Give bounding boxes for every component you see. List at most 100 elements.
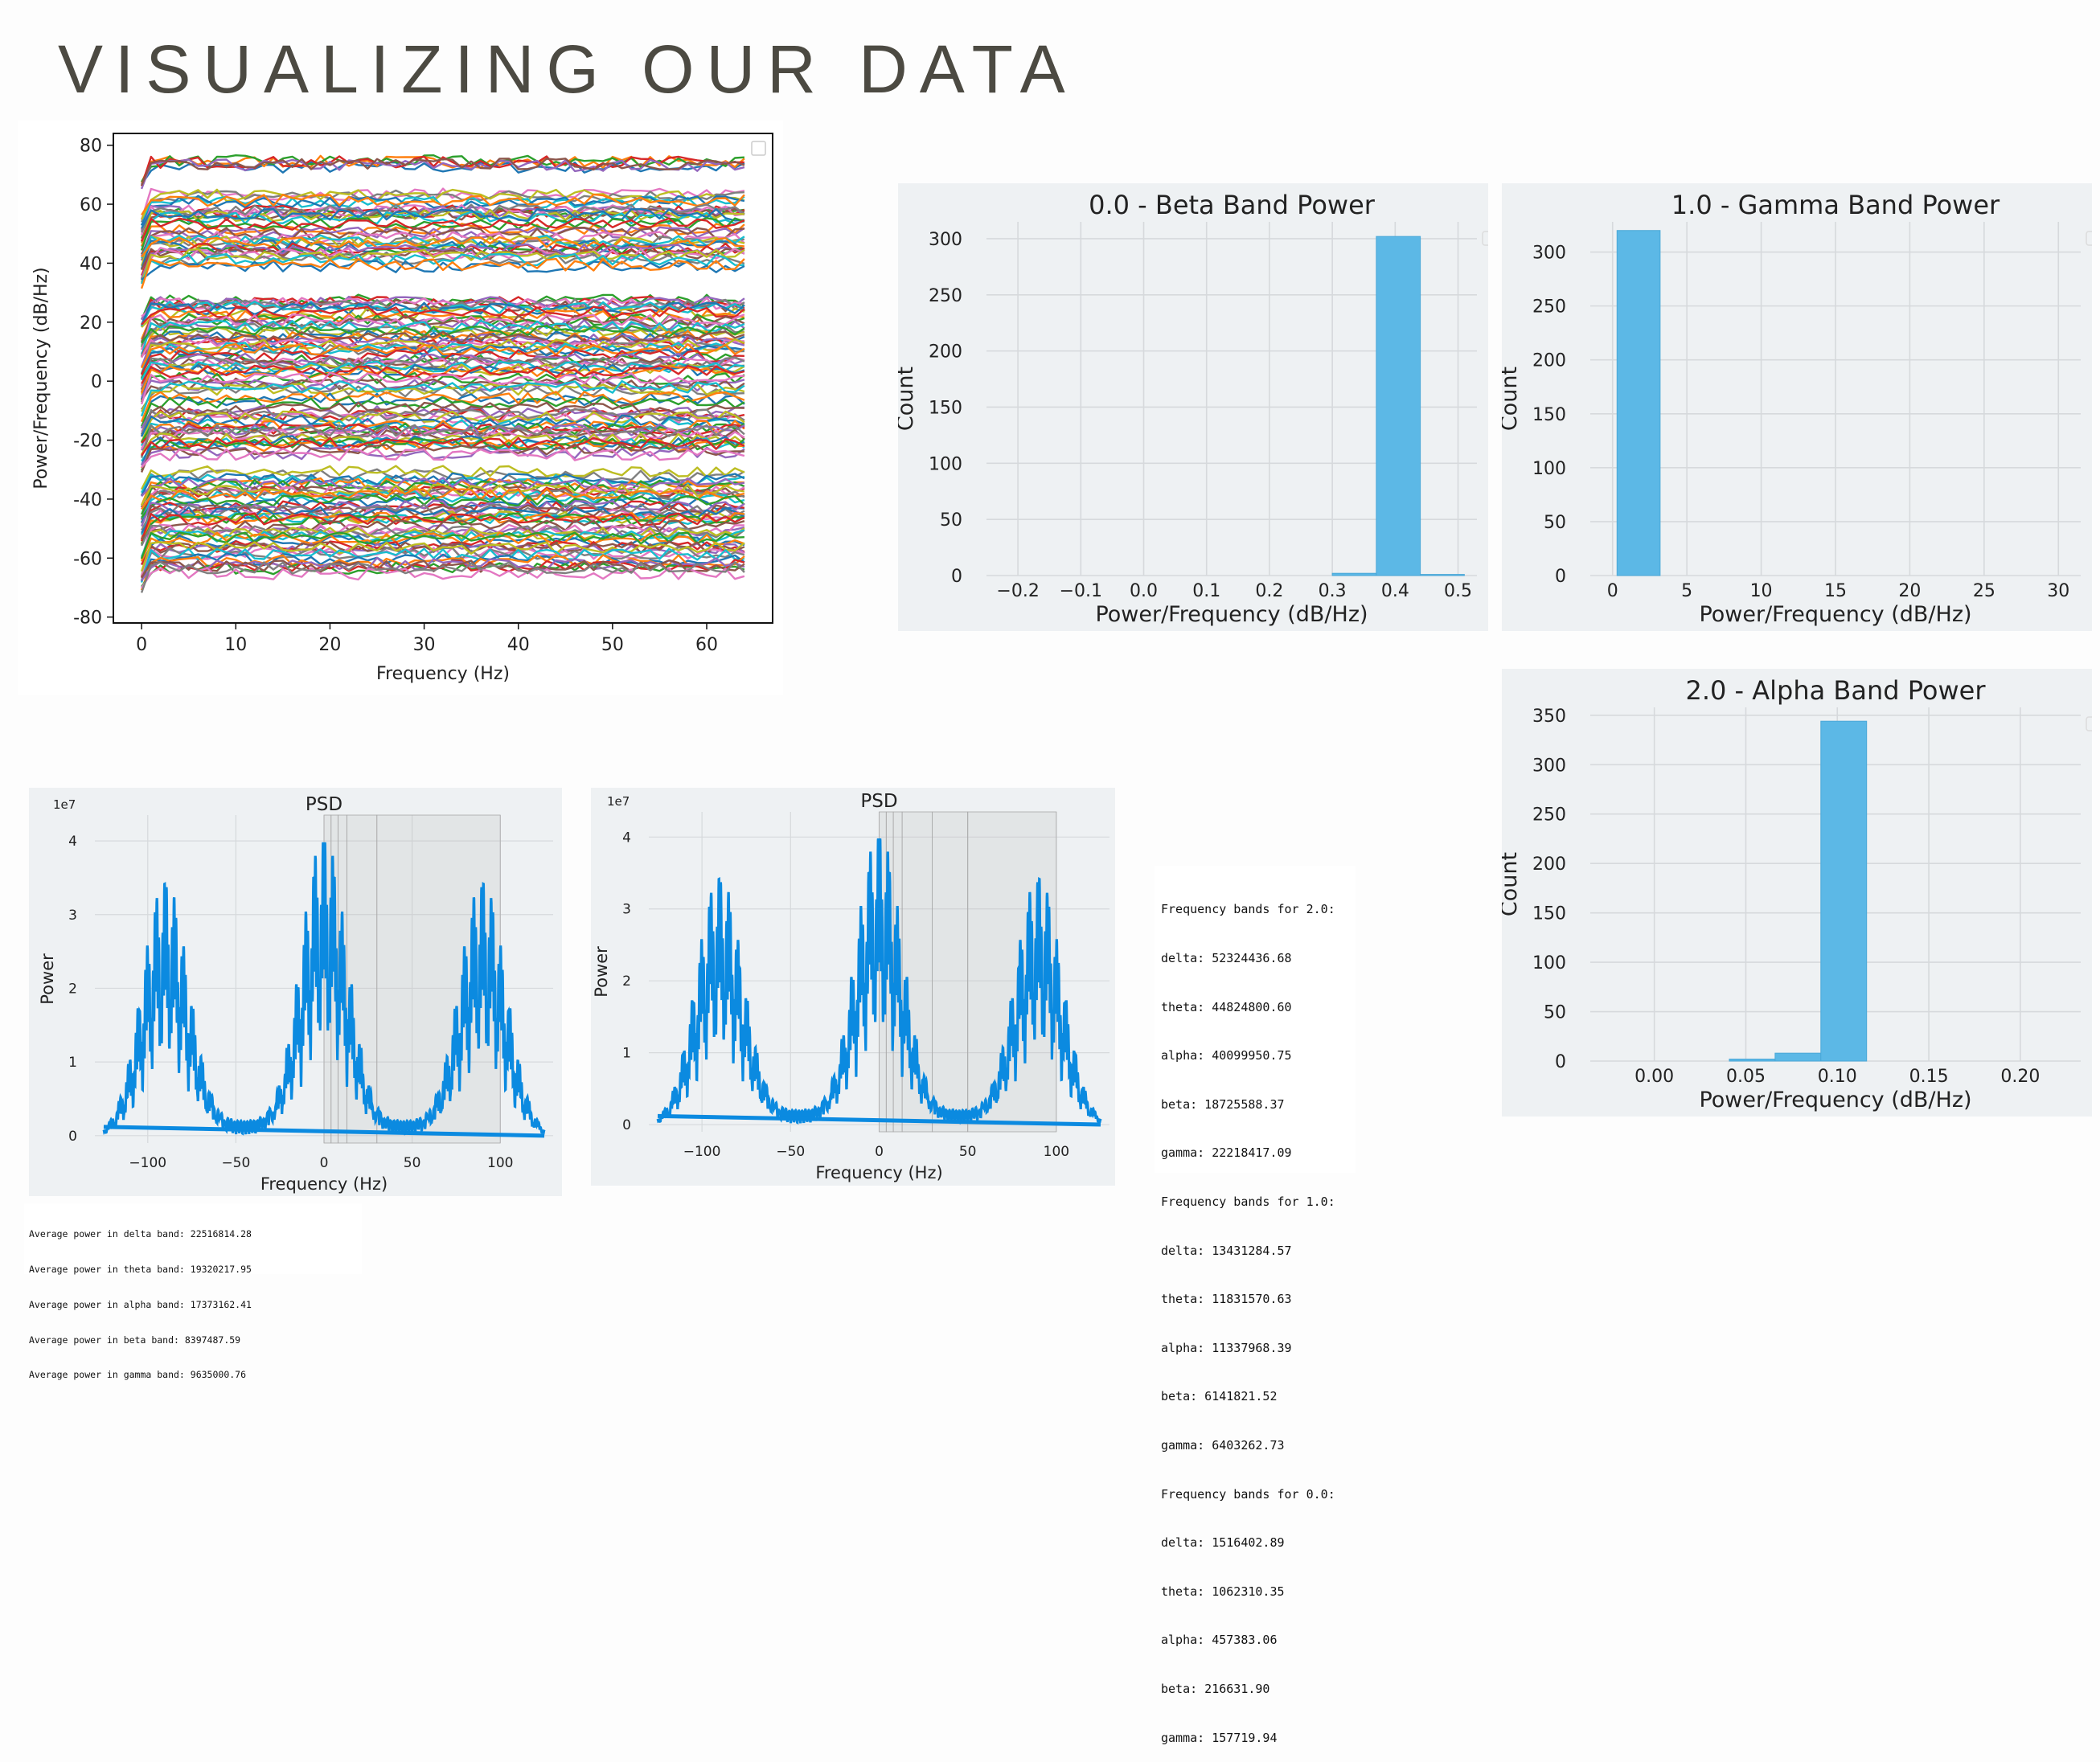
- x-tick-label: 0.20: [2000, 1067, 2040, 1087]
- x-tick-label: 0: [320, 1155, 329, 1171]
- channel-line: [140, 478, 745, 515]
- x-tick-label: −100: [129, 1155, 166, 1171]
- channel-line: [141, 448, 745, 469]
- x-axis-label: Power/Frequency (dB/Hz): [1699, 602, 1971, 627]
- channel-line: [141, 208, 744, 229]
- y-tick-label: 200: [929, 342, 962, 363]
- output-line: theta: 44824800.60: [1161, 999, 1292, 1014]
- channel-psd-chart: 0 10 20 30 40 50 60 -80 -60 -40 -20 0 20 40 60 80 Freque…: [31, 133, 773, 684]
- histogram-bar: [1331, 572, 1377, 576]
- x-tick-label: −100: [683, 1144, 721, 1160]
- x-tick-label: 25: [1973, 581, 1995, 601]
- y-tick-label: 0: [622, 1117, 631, 1133]
- x-tick-label: 30: [2047, 581, 2069, 601]
- x-tick-label: 40: [507, 635, 530, 655]
- y-tick-label: 2: [68, 981, 77, 997]
- y-tick-label: 100: [929, 454, 962, 474]
- y-tick-label: 0: [951, 567, 962, 587]
- x-tick-label: 0.15: [1909, 1067, 1949, 1087]
- y-axis-label: Count: [898, 367, 918, 431]
- channel-line: [140, 211, 745, 248]
- output-line: beta: 18725588.37: [1161, 1096, 1285, 1112]
- channel-line: [140, 217, 745, 251]
- psd-baseline: [103, 1125, 545, 1138]
- channel-line: [141, 559, 745, 579]
- x-tick-label: 0.10: [1818, 1067, 1857, 1087]
- frequency-band-shade: [932, 811, 969, 1133]
- histogram-bar: [1729, 1059, 1776, 1062]
- output-line: delta: 13431284.57: [1161, 1243, 1292, 1258]
- y-tick-label: 200: [1532, 351, 1566, 371]
- channel-line: [141, 427, 745, 449]
- output-line: beta: 216631.90: [1161, 1681, 1270, 1696]
- channel-line: [141, 226, 744, 255]
- x-tick-label: 5: [1681, 581, 1692, 601]
- histogram-bar: [1616, 230, 1661, 576]
- x-tick-label: −50: [221, 1155, 250, 1171]
- y-axis-label: Power/Frequency (dB/Hz): [31, 267, 51, 489]
- psd-signal: [102, 842, 546, 1138]
- output-line: Average power in delta band: 22516814.28: [29, 1228, 252, 1240]
- channel-line: [141, 364, 745, 384]
- psd-baseline: [657, 1113, 1101, 1127]
- x-tick-label: −50: [776, 1144, 805, 1160]
- channel-line: [140, 257, 745, 289]
- y-tick-label: 50: [1544, 513, 1566, 533]
- x-axis-label: Power/Frequency (dB/Hz): [1699, 1088, 1971, 1113]
- x-tick-label: 100: [1044, 1144, 1069, 1160]
- chart-title: 0.0 - Beta Band Power: [1089, 190, 1376, 220]
- channel-line: [141, 559, 745, 579]
- channel-line: [140, 401, 744, 437]
- x-tick-label: 0: [1607, 581, 1618, 601]
- channel-line: [141, 483, 745, 506]
- output-line: gamma: 22218417.09: [1161, 1145, 1292, 1161]
- x-tick-label: −0.2: [996, 581, 1039, 601]
- x-tick-label: 10: [1750, 581, 1773, 601]
- x-tick-label: 0.1: [1192, 581, 1220, 601]
- channel-line: [140, 356, 745, 393]
- x-axis-label: Frequency (Hz): [376, 664, 510, 684]
- legend-box: [751, 141, 766, 156]
- y-tick-label: 2: [622, 973, 631, 990]
- y-tick-label: -40: [73, 490, 102, 510]
- y-tick-label: 20: [80, 313, 102, 334]
- channel-line: [140, 395, 745, 427]
- y-tick-label: 150: [1532, 405, 1566, 425]
- y-tick-label: 40: [80, 254, 102, 274]
- channel-line: [140, 155, 744, 186]
- legend-box: [2086, 716, 2092, 731]
- channel-line: [141, 360, 745, 381]
- x-tick-label: 0.3: [1319, 581, 1347, 601]
- y-axis-label: Count: [1502, 367, 1522, 431]
- x-tick-label: 15: [1824, 581, 1847, 601]
- y-tick-label: 250: [929, 286, 962, 306]
- output-line: alpha: 40099950.75: [1161, 1048, 1292, 1063]
- y-tick-label: 0: [91, 372, 102, 392]
- average-power-output: Average power in delta band: 22516814.28…: [24, 1203, 362, 1380]
- channel-line: [140, 531, 745, 562]
- alpha-histogram-chart: 0.00 0.05 0.10 0.15 0.20 0 50 100 150 200 250 300 35…: [1502, 675, 2092, 1113]
- output-line: delta: 52324436.68: [1161, 951, 1292, 965]
- y-tick-label: 200: [1532, 854, 1566, 875]
- channel-traces: [140, 154, 745, 593]
- channel-line: [141, 154, 745, 183]
- channel-line: [141, 223, 745, 247]
- x-tick-label: 30: [413, 635, 436, 655]
- y-tick-label: 0: [1555, 567, 1566, 587]
- psd-left-chart: −100 −50 0 50 100 0 1 2 3 4 PSD Frequency (Hz) Power…: [38, 794, 553, 1194]
- x-tick-label: 20: [318, 635, 341, 655]
- channel-line: [141, 465, 745, 490]
- psd-line: [102, 842, 546, 1136]
- x-tick-label: 50: [959, 1144, 977, 1160]
- y-tick-label: 1: [622, 1046, 631, 1062]
- channel-line: [141, 330, 745, 358]
- output-line: beta: 6141821.52: [1161, 1389, 1278, 1404]
- y-tick-label: 3: [68, 908, 77, 924]
- output-line: gamma: 6403262.73: [1161, 1437, 1285, 1453]
- frequency-bands-output: Frequency bands for 2.0: delta: 52324436…: [1155, 866, 1356, 1745]
- x-axis-label: Frequency (Hz): [260, 1174, 388, 1194]
- channel-line: [140, 424, 745, 458]
- y-tick-label: 4: [622, 830, 631, 846]
- x-tick-label: 0.2: [1255, 581, 1283, 601]
- channel-line: [140, 217, 745, 242]
